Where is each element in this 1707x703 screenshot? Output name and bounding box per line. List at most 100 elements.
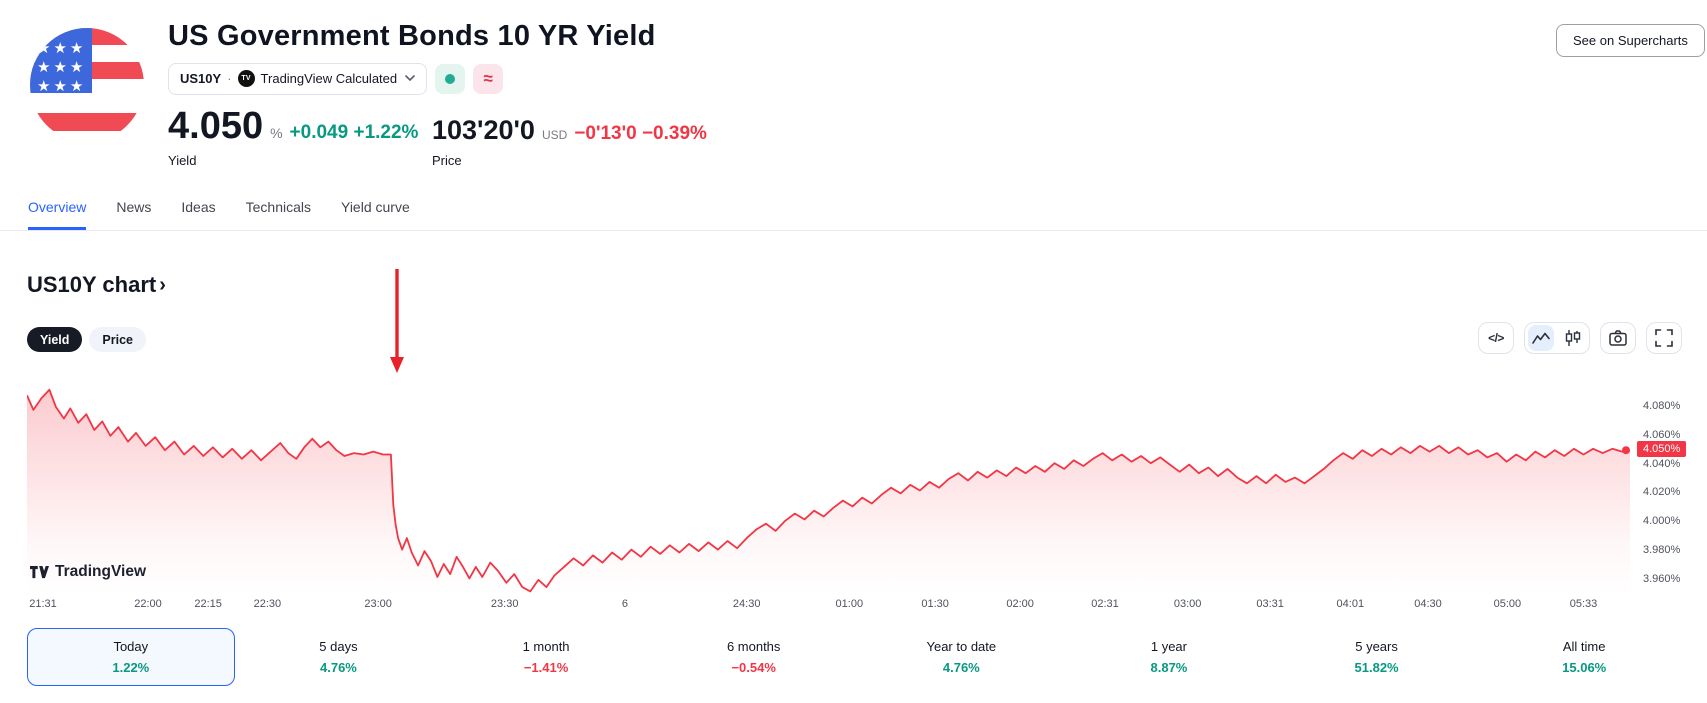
y-tick-4.04: 4.040% <box>1643 457 1681 470</box>
tradingview-logo-icon: TV <box>237 70 255 87</box>
chevron-right-icon[interactable]: › <box>159 274 166 296</box>
tab-technicals[interactable]: Technicals <box>245 199 311 215</box>
area-fill <box>27 389 1630 595</box>
tradingview-logo-icon <box>30 565 49 578</box>
x-tick-02-00: 02:00 <box>1006 598 1034 610</box>
watermark-label: TradingView <box>55 563 147 580</box>
symbol-row: US10Y · TV TradingView Calculated ≈ <box>168 62 504 95</box>
x-tick-24-30: 24:30 <box>732 598 761 610</box>
period-change: 8.87% <box>1150 660 1188 675</box>
yield-price-toggle: Yield Price <box>27 327 147 352</box>
y-tick-4.08: 4.080% <box>1643 400 1681 412</box>
yield-stat: 4.050 % +0.049 +1.22% Yield <box>168 106 418 168</box>
chart-section-title: US10Y chart › <box>27 272 166 298</box>
period-year-to-date[interactable]: Year to date 4.76% <box>858 628 1066 686</box>
time-axis[interactable]: 21:31 22:00 22:15 22:30 23:00 23:30 6 24:30 01:0… <box>27 598 1630 612</box>
x-tick-04-30: 04:30 <box>1414 598 1442 610</box>
period-label: All time <box>1562 639 1606 654</box>
period-all-time[interactable]: All time 15.06% <box>1480 628 1688 686</box>
period-label: Year to date <box>926 639 997 654</box>
x-tick-23-00: 23:00 <box>364 598 392 610</box>
period-label: 5 years <box>1355 639 1398 654</box>
symbol-source-label: TradingView Calculated <box>260 71 398 86</box>
y-tick-4: 4.000% <box>1643 515 1681 528</box>
fullscreen-icon <box>1655 329 1673 347</box>
period-1-month[interactable]: 1 month −1.41% <box>442 628 650 686</box>
symbol-source-dropdown[interactable]: US10Y · TV TradingView Calculated <box>168 62 428 95</box>
period-label: 6 months <box>726 639 781 654</box>
tab-overview[interactable]: Overview <box>28 199 87 230</box>
y-tick-4.06: 4.060% <box>1643 428 1681 441</box>
period-change: −0.54% <box>731 660 776 675</box>
x-tick-6: 6 <box>621 598 628 610</box>
fullscreen-button[interactable] <box>1646 322 1682 354</box>
yield-value: 4.050 <box>168 105 264 147</box>
tab-yield-curve[interactable]: Yield curve <box>341 199 410 215</box>
period-today[interactable]: Today 1.22% <box>27 628 235 686</box>
period-change: −1.41% <box>523 660 569 675</box>
period-change: 15.06% <box>1562 660 1607 675</box>
page-title: US Government Bonds 10 YR Yield <box>168 20 656 52</box>
svg-text:★★★: ★★★ <box>37 40 86 57</box>
approx-value-badge[interactable]: ≈ <box>473 63 504 94</box>
tab-ideas[interactable]: Ideas <box>181 199 216 215</box>
yield-line <box>27 388 1630 593</box>
svg-text:★★★: ★★★ <box>37 59 86 76</box>
snapshot-button[interactable] <box>1600 322 1636 354</box>
period-label: 1 year <box>1150 639 1187 654</box>
period-change: 4.76% <box>942 660 980 675</box>
period-1-year[interactable]: 1 year 8.87% <box>1065 628 1273 686</box>
see-on-supercharts-button[interactable]: See on Supercharts <box>1556 24 1705 57</box>
x-tick-23-30: 23:30 <box>490 598 519 610</box>
code-icon: </> <box>1488 331 1504 345</box>
tradingview-watermark[interactable]: TradingView <box>30 563 146 581</box>
market-open-badge[interactable] <box>435 63 466 94</box>
tab-news[interactable]: News <box>116 199 152 215</box>
x-tick-22-15: 22:15 <box>194 598 222 610</box>
toggle-yield[interactable]: Yield <box>27 327 83 352</box>
status-dot-icon <box>445 73 456 84</box>
price-change: −0'13'0 −0.39% <box>574 123 707 144</box>
chart-style-group <box>1524 322 1590 354</box>
period-5-years[interactable]: 5 years 51.82% <box>1273 628 1481 686</box>
period-6-months[interactable]: 6 months −0.54% <box>650 628 858 686</box>
x-tick-21-31: 21:31 <box>29 598 57 610</box>
last-price-badge: 4.050% <box>1637 441 1687 458</box>
x-tick-02-31: 02:31 <box>1091 598 1119 610</box>
yield-area-chart <box>27 388 1630 595</box>
price-label: Price <box>432 153 462 168</box>
x-tick-22-00: 22:00 <box>134 598 162 610</box>
x-tick-22-30: 22:30 <box>253 598 282 610</box>
x-tick-03-31: 03:31 <box>1256 598 1284 610</box>
yield-unit: % <box>270 125 283 141</box>
candlestick-icon <box>1565 330 1581 346</box>
yield-label: Yield <box>168 153 197 168</box>
camera-icon <box>1609 330 1627 346</box>
us-flag-icon: ★★★ ★★★ ★★★ <box>30 28 144 142</box>
x-tick-05-33: 05:33 <box>1569 598 1598 610</box>
area-style-button[interactable] <box>1525 322 1557 354</box>
candles-style-button[interactable] <box>1557 322 1589 354</box>
red-arrow-annotation <box>390 269 404 373</box>
price-value: 103'20'0 <box>432 115 535 145</box>
period-change: 4.76% <box>320 660 357 675</box>
price-axis[interactable]: 4.050% 4.080% 4.060% 4.040% 4.020% 4.000% 3.9… <box>1630 360 1707 595</box>
period-5-days[interactable]: 5 days 4.76% <box>235 628 443 686</box>
tab-bar-divider <box>0 230 1707 231</box>
price-unit: USD <box>541 128 568 142</box>
y-tick-4.02: 4.020% <box>1643 486 1681 499</box>
period-change: 51.82% <box>1354 660 1399 675</box>
separator-dot: · <box>227 71 232 86</box>
chart-canvas[interactable] <box>27 360 1630 595</box>
period-row: Today 1.22% 5 days 4.76% 1 month −1.41% 6 mont… <box>27 628 1688 686</box>
chart-section-title-text: US10Y chart <box>27 272 157 297</box>
x-tick-01-30: 01:30 <box>921 598 949 610</box>
price-stat: 103'20'0 USD −0'13'0 −0.39% Price <box>432 114 707 168</box>
period-change: 1.22% <box>112 660 150 675</box>
toggle-price[interactable]: Price <box>89 327 147 352</box>
embed-code-button[interactable]: </> <box>1478 322 1514 354</box>
chart-toolbar: </> <box>1478 322 1682 354</box>
y-tick-3.96: 3.960% <box>1643 572 1681 585</box>
symbol-code: US10Y <box>180 71 222 86</box>
